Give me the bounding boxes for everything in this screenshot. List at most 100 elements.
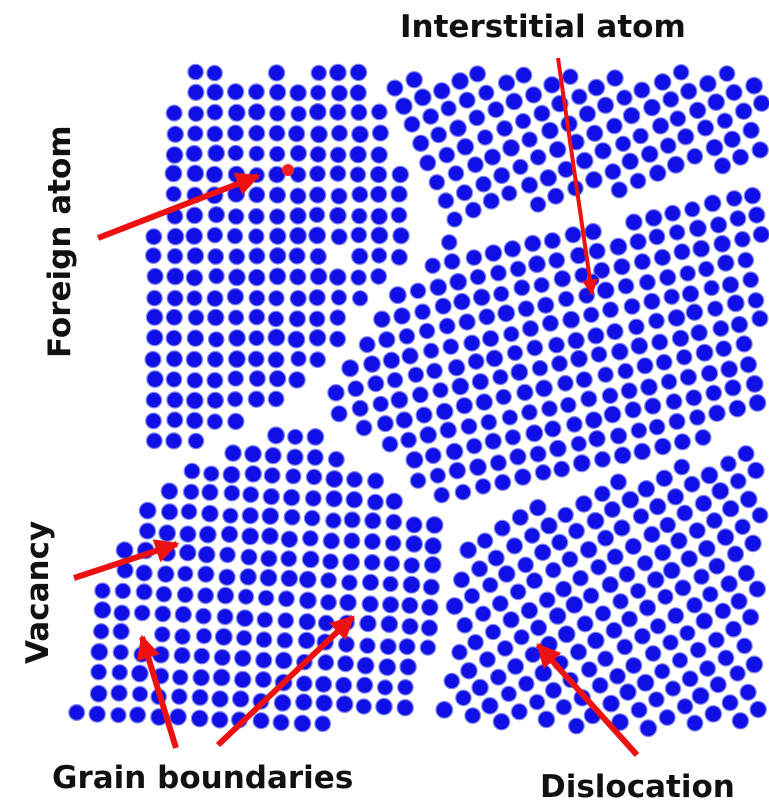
atom (585, 170, 603, 189)
atom (222, 465, 241, 484)
atom (475, 393, 493, 411)
atom (289, 144, 308, 162)
atom (729, 665, 746, 682)
atom (707, 93, 726, 111)
atom (252, 712, 270, 730)
atom (669, 110, 687, 128)
atom (290, 350, 307, 367)
arrow-foreign-atom (96, 172, 261, 241)
atom (206, 308, 225, 327)
atom (242, 486, 260, 504)
atom (506, 344, 524, 362)
atom (145, 328, 164, 347)
atom (187, 63, 204, 81)
atom (447, 358, 466, 377)
atom (582, 587, 600, 605)
atom (501, 409, 519, 426)
atom (185, 144, 203, 163)
atom (257, 589, 275, 607)
atom (460, 417, 478, 435)
atom (633, 442, 651, 461)
atom (424, 537, 443, 555)
atom (453, 292, 471, 311)
atom (390, 206, 408, 224)
atom (166, 247, 184, 265)
atom (227, 350, 246, 369)
atom (267, 328, 286, 347)
atom (206, 226, 224, 244)
atom (176, 586, 194, 604)
atom (649, 617, 667, 635)
atom (93, 601, 112, 619)
atom (206, 350, 224, 368)
atom (667, 308, 686, 327)
atom (330, 405, 348, 423)
atom (720, 575, 738, 593)
atom (438, 317, 456, 335)
atom (576, 615, 594, 633)
atom (207, 144, 226, 163)
atom (630, 337, 649, 355)
atom (472, 288, 491, 307)
atom (502, 611, 520, 629)
atom (561, 68, 579, 85)
atom (482, 192, 500, 210)
atom (591, 676, 609, 694)
atom (114, 582, 132, 600)
atom (643, 98, 661, 117)
atom (90, 642, 109, 661)
atom (401, 347, 419, 365)
atom (359, 614, 377, 633)
atom (572, 454, 591, 473)
atom (366, 493, 384, 511)
atom (555, 698, 573, 716)
atom (617, 362, 634, 380)
atom (487, 549, 505, 567)
atom (572, 569, 589, 587)
atom (528, 498, 547, 517)
atom (248, 247, 266, 265)
atom (596, 281, 615, 300)
atom (655, 353, 673, 371)
atom (146, 289, 163, 307)
atom (471, 678, 489, 697)
atom (453, 571, 471, 589)
atom (703, 279, 720, 297)
atom (448, 461, 467, 480)
atom (529, 619, 548, 637)
atom (665, 393, 683, 411)
atom (648, 312, 665, 330)
atom (699, 74, 717, 93)
atom (350, 207, 368, 225)
atom (298, 612, 316, 631)
atom (226, 391, 244, 408)
atom (521, 320, 540, 338)
atom (533, 543, 552, 562)
atom (370, 267, 388, 285)
atom (268, 369, 287, 388)
atom (186, 247, 205, 265)
atom (397, 678, 414, 696)
atom (451, 377, 470, 396)
atom (241, 527, 260, 546)
atom (735, 335, 753, 353)
atom (495, 388, 512, 406)
atom (289, 84, 307, 102)
atom (454, 483, 472, 501)
atom (330, 187, 348, 205)
atom (200, 504, 219, 523)
atom (286, 448, 304, 466)
atom (248, 329, 265, 347)
arrows (73, 57, 640, 758)
atom (166, 391, 184, 409)
atom (632, 507, 650, 525)
atom (533, 104, 551, 123)
atom (248, 289, 266, 307)
atom (186, 290, 203, 307)
atom (195, 627, 213, 645)
atom (705, 512, 723, 530)
atom (272, 713, 290, 732)
atom (517, 675, 535, 692)
atom (415, 406, 433, 424)
atom (227, 208, 245, 225)
